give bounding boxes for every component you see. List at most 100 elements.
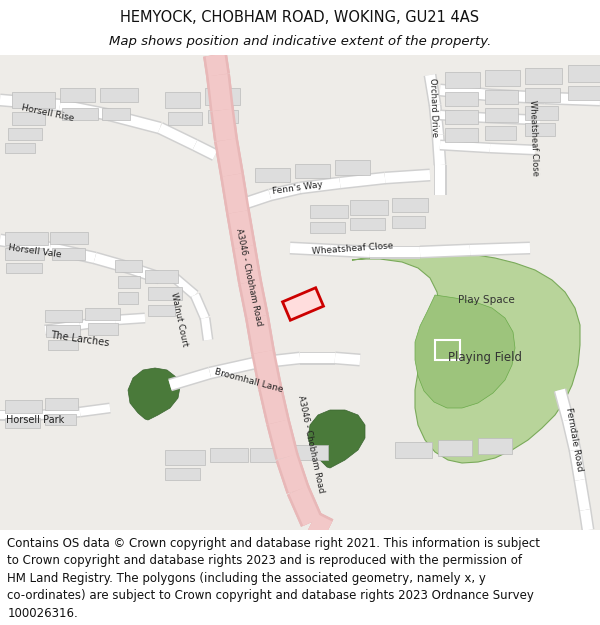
Polygon shape bbox=[220, 173, 250, 214]
Polygon shape bbox=[254, 351, 301, 369]
Polygon shape bbox=[250, 448, 288, 462]
Polygon shape bbox=[259, 384, 290, 424]
Polygon shape bbox=[5, 418, 40, 428]
Polygon shape bbox=[433, 165, 446, 195]
Polygon shape bbox=[79, 404, 110, 416]
Polygon shape bbox=[205, 54, 228, 76]
Polygon shape bbox=[490, 112, 540, 126]
Polygon shape bbox=[278, 454, 307, 493]
Polygon shape bbox=[440, 141, 490, 152]
Polygon shape bbox=[229, 211, 253, 249]
Polygon shape bbox=[118, 292, 138, 304]
Polygon shape bbox=[568, 86, 600, 100]
Polygon shape bbox=[200, 318, 214, 341]
Polygon shape bbox=[295, 164, 330, 178]
Polygon shape bbox=[217, 138, 241, 177]
Polygon shape bbox=[350, 200, 388, 215]
Polygon shape bbox=[580, 509, 593, 531]
Polygon shape bbox=[100, 88, 138, 102]
Polygon shape bbox=[235, 246, 259, 284]
Polygon shape bbox=[109, 110, 161, 133]
Polygon shape bbox=[440, 109, 490, 124]
Polygon shape bbox=[223, 174, 247, 214]
Polygon shape bbox=[49, 243, 96, 263]
Polygon shape bbox=[575, 479, 590, 511]
Polygon shape bbox=[214, 138, 244, 177]
Polygon shape bbox=[128, 262, 162, 284]
Polygon shape bbox=[192, 139, 218, 161]
Text: Ferndale Road: Ferndale Road bbox=[563, 408, 584, 472]
Polygon shape bbox=[210, 448, 248, 462]
Polygon shape bbox=[5, 400, 42, 413]
Polygon shape bbox=[46, 325, 80, 337]
Polygon shape bbox=[299, 178, 341, 193]
Polygon shape bbox=[470, 243, 530, 255]
Polygon shape bbox=[12, 112, 45, 125]
Polygon shape bbox=[60, 88, 95, 102]
Polygon shape bbox=[439, 84, 491, 101]
Polygon shape bbox=[525, 88, 560, 102]
Polygon shape bbox=[275, 453, 310, 494]
Polygon shape bbox=[385, 169, 430, 184]
Polygon shape bbox=[335, 160, 370, 175]
Polygon shape bbox=[290, 241, 331, 256]
Polygon shape bbox=[352, 252, 580, 463]
Polygon shape bbox=[485, 70, 520, 86]
Polygon shape bbox=[201, 318, 212, 341]
Polygon shape bbox=[440, 139, 490, 154]
Polygon shape bbox=[490, 89, 545, 104]
Polygon shape bbox=[193, 141, 217, 159]
Polygon shape bbox=[5, 143, 35, 153]
Polygon shape bbox=[269, 419, 296, 459]
Polygon shape bbox=[445, 110, 478, 124]
Polygon shape bbox=[0, 234, 51, 254]
Polygon shape bbox=[425, 74, 440, 106]
Polygon shape bbox=[208, 110, 238, 123]
Polygon shape bbox=[490, 144, 535, 154]
Polygon shape bbox=[214, 138, 244, 177]
Text: Orchard Drive: Orchard Drive bbox=[428, 78, 439, 138]
Polygon shape bbox=[253, 350, 280, 389]
Polygon shape bbox=[238, 279, 269, 319]
Polygon shape bbox=[300, 353, 335, 363]
Polygon shape bbox=[12, 92, 55, 108]
Text: A3046 - Chobham Road: A3046 - Chobham Road bbox=[233, 227, 263, 326]
Polygon shape bbox=[268, 419, 296, 459]
Polygon shape bbox=[145, 270, 178, 283]
Polygon shape bbox=[210, 108, 238, 142]
Polygon shape bbox=[370, 247, 420, 257]
Polygon shape bbox=[392, 216, 425, 228]
Polygon shape bbox=[222, 173, 248, 214]
Polygon shape bbox=[554, 388, 574, 422]
Polygon shape bbox=[240, 280, 267, 319]
Text: A3046 - Chobham Road: A3046 - Chobham Road bbox=[296, 394, 325, 493]
Polygon shape bbox=[569, 449, 586, 481]
Polygon shape bbox=[430, 104, 443, 136]
Polygon shape bbox=[308, 513, 332, 539]
Polygon shape bbox=[205, 88, 240, 105]
Polygon shape bbox=[310, 205, 348, 218]
Polygon shape bbox=[212, 109, 235, 141]
Polygon shape bbox=[115, 314, 145, 324]
Polygon shape bbox=[445, 72, 480, 88]
Polygon shape bbox=[220, 173, 250, 214]
Polygon shape bbox=[568, 65, 600, 82]
Polygon shape bbox=[424, 74, 442, 106]
Text: Horsell Vale: Horsell Vale bbox=[7, 244, 62, 260]
Polygon shape bbox=[79, 402, 111, 418]
Text: Play Space: Play Space bbox=[458, 295, 515, 305]
Polygon shape bbox=[445, 128, 478, 142]
Polygon shape bbox=[329, 244, 370, 259]
Polygon shape bbox=[50, 232, 88, 244]
Polygon shape bbox=[209, 74, 232, 111]
Polygon shape bbox=[232, 245, 262, 284]
Text: HEMYOCK, CHOBHAM ROAD, WOKING, GU21 4AS: HEMYOCK, CHOBHAM ROAD, WOKING, GU21 4AS bbox=[121, 10, 479, 25]
Polygon shape bbox=[40, 406, 80, 421]
Text: Horsell Rise: Horsell Rise bbox=[21, 104, 75, 124]
Polygon shape bbox=[431, 134, 446, 166]
Polygon shape bbox=[44, 321, 80, 334]
Polygon shape bbox=[287, 485, 323, 527]
Polygon shape bbox=[206, 74, 234, 111]
Polygon shape bbox=[238, 190, 272, 210]
Polygon shape bbox=[128, 263, 161, 282]
